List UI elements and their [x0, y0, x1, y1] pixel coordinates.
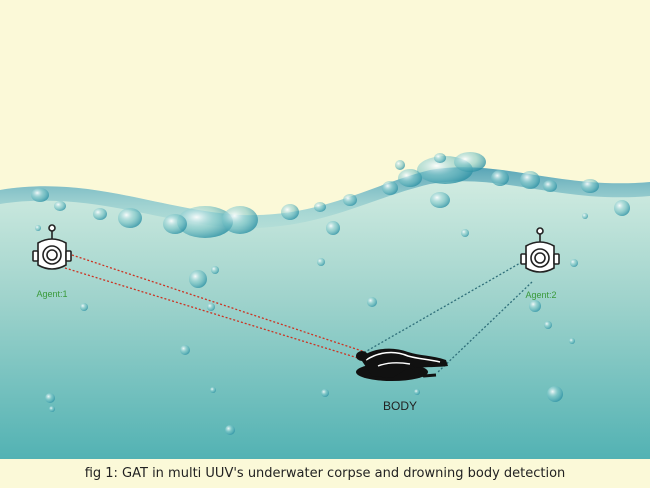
drowned-body-icon [356, 348, 448, 381]
agent2-robot-icon [520, 227, 560, 273]
water-area [0, 167, 650, 460]
edge-agent2-body-b [437, 281, 533, 373]
agent2-label: Agent:2 [525, 290, 556, 300]
agent1-robot-icon [32, 224, 72, 270]
graph-edges [64, 254, 533, 373]
agent1-label: Agent:1 [36, 289, 67, 299]
body-label: BODY [383, 399, 417, 413]
edge-agent1-body-b [64, 267, 359, 359]
water-surface [0, 167, 650, 229]
figure-caption: fig 1: GAT in multi UUV's underwater cor… [0, 459, 650, 488]
bubbles [31, 152, 630, 435]
edge-agent1-body-a [71, 254, 366, 353]
underwater-scene: Agent:1 Agent:2 BODY [0, 152, 650, 460]
